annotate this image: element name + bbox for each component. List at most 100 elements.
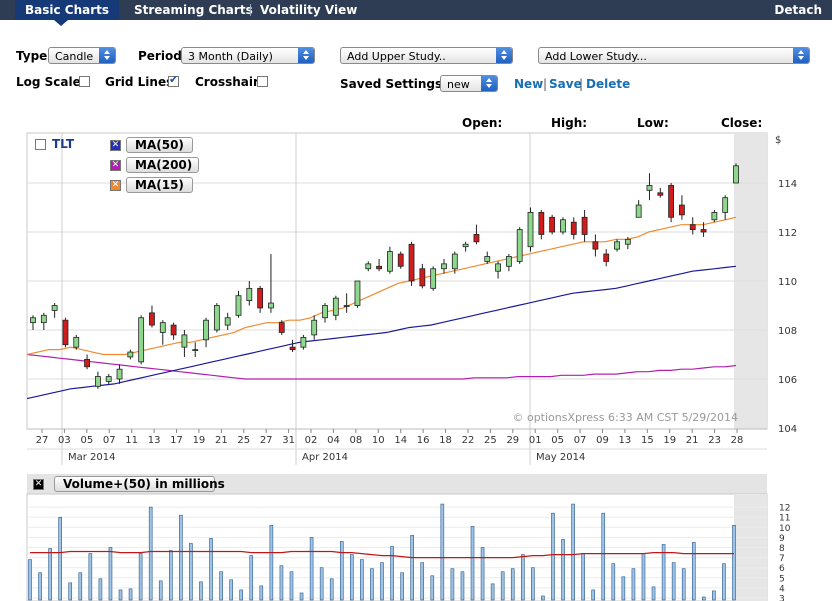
candle — [138, 317, 145, 363]
volume-bar — [138, 553, 143, 601]
price-x-tick-label: 02 — [305, 435, 318, 446]
volume-checkbox[interactable]: ✕ — [33, 479, 44, 490]
volume-bar — [88, 553, 93, 601]
save-settings-link[interactable]: Save — [549, 77, 582, 91]
volume-bar — [28, 559, 32, 601]
volume-study-button[interactable]: Volume+(50) in millions — [54, 476, 225, 492]
candle — [549, 216, 556, 233]
close-label: Close: — [721, 116, 763, 130]
ma15-study-button[interactable]: MA(15) — [126, 177, 193, 193]
candle — [289, 346, 296, 350]
price-x-tick-label: 13 — [619, 435, 632, 446]
volume-ma-line — [30, 550, 734, 559]
candle — [495, 263, 501, 272]
upper-study-select[interactable]: Add Upper Study.. — [340, 47, 513, 64]
ma200-line — [26, 353, 737, 380]
price-x-tick-label: 28 — [731, 435, 744, 446]
price-y-tick-label: 104 — [778, 424, 797, 435]
volume-bar — [128, 588, 133, 601]
price-x-tick-label: 11 — [125, 435, 138, 446]
ma200-checkbox[interactable]: ✕ — [110, 160, 121, 171]
candle — [170, 324, 177, 336]
volume-bar — [722, 563, 726, 601]
candle — [711, 212, 718, 221]
volume-bar — [470, 525, 475, 601]
volume-bar — [440, 503, 445, 601]
candle — [322, 305, 328, 319]
price-x-tick-label: 07 — [574, 435, 587, 446]
candle — [224, 317, 231, 326]
log-scale-label: Log Scale — [16, 75, 81, 89]
volume-bar — [108, 547, 113, 601]
volume-bar — [631, 568, 636, 601]
select-arrows-icon — [496, 48, 512, 63]
price-x-tick-label: 10 — [372, 435, 385, 446]
lower-study-select[interactable]: Add Lower Study... — [538, 47, 810, 64]
volume-bar — [239, 589, 243, 601]
symbol-label: TLT — [52, 137, 75, 151]
volume-bar — [118, 589, 123, 601]
candle — [278, 322, 285, 333]
ma15-line — [26, 216, 737, 356]
volume-bar — [319, 567, 324, 601]
candle — [560, 219, 566, 233]
ma200-study-button[interactable]: MA(200) — [126, 157, 199, 173]
log-scale-checkbox[interactable] — [79, 76, 90, 87]
ma50-study-button[interactable]: MA(50) — [126, 137, 193, 153]
volume-bar — [189, 543, 193, 601]
price-x-tick-label: 15 — [641, 435, 654, 446]
volume-bar — [269, 524, 274, 601]
candle — [592, 241, 599, 250]
price-x-tick-label: 19 — [663, 435, 676, 446]
candle — [300, 336, 307, 348]
volume-bar — [259, 585, 264, 601]
candle — [51, 305, 58, 311]
ma15-checkbox[interactable]: ✕ — [110, 180, 121, 191]
saved-settings-select[interactable]: new — [440, 75, 498, 92]
volume-bar — [350, 554, 354, 601]
price-x-tick-label: 17 — [170, 435, 183, 446]
volume-bar — [98, 578, 103, 601]
volume-bar — [621, 576, 626, 601]
volume-bar — [279, 565, 284, 601]
candle — [235, 295, 242, 316]
open-label: Open: — [462, 116, 503, 130]
volume-y-tick-label: 12 — [779, 504, 790, 514]
candle — [430, 268, 437, 289]
grid-lines-checkbox[interactable] — [168, 73, 179, 87]
volume-bar — [450, 568, 455, 601]
price-x-tick-label: 05 — [551, 435, 564, 446]
volume-y-tick-label: 11 — [779, 514, 790, 524]
delete-settings-link[interactable]: Delete — [586, 77, 631, 91]
candle — [387, 251, 393, 272]
tab-basic-charts[interactable]: Basic Charts — [15, 0, 120, 20]
candle — [484, 256, 491, 262]
new-settings-link[interactable]: New — [514, 77, 544, 91]
price-x-tick-label: 21 — [686, 435, 699, 446]
detach-link[interactable]: Detach — [774, 3, 822, 17]
candle — [668, 185, 675, 218]
volume-bar — [490, 583, 495, 601]
price-x-tick-label: 14 — [394, 435, 407, 446]
candle — [354, 280, 361, 306]
tab-volatility-view[interactable]: Volatility View — [260, 3, 358, 17]
candle — [84, 358, 90, 368]
symbol-checkbox[interactable] — [35, 139, 46, 150]
link-separator: | — [543, 77, 548, 91]
ma50-checkbox[interactable]: ✕ — [110, 140, 121, 151]
price-x-tick-label: 27 — [260, 435, 273, 446]
candle — [408, 243, 415, 282]
crosshair-checkbox[interactable] — [257, 76, 268, 87]
candle — [722, 197, 729, 213]
period-select[interactable]: 3 Month (Daily) — [181, 47, 315, 64]
price-grid — [27, 133, 767, 465]
tab-streaming-charts[interactable]: Streaming Charts — [134, 3, 253, 17]
type-select[interactable]: Candle — [48, 47, 116, 64]
price-x-tick-label: 05 — [80, 435, 93, 446]
price-x-tick-label: 21 — [215, 435, 228, 446]
volume-bar — [651, 586, 656, 601]
volume-bar — [249, 555, 254, 601]
volume-bar — [339, 541, 344, 601]
